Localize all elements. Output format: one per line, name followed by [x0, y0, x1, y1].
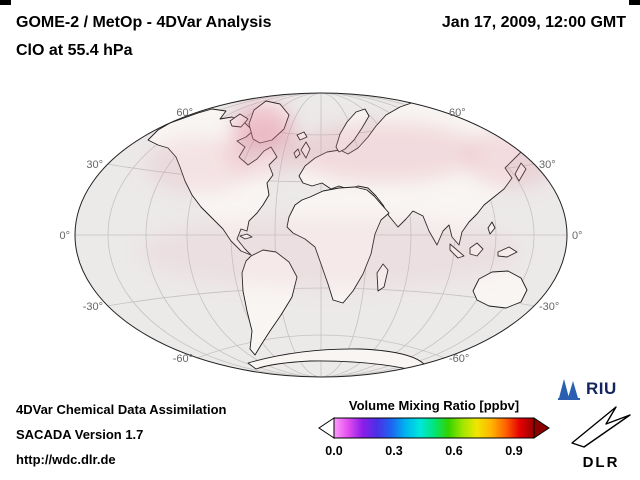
plot-subtitle: ClO at 55.4 hPa — [16, 42, 133, 59]
footer-assimilation-label: 4DVar Chemical Data Assimilation — [16, 402, 227, 417]
colorbar-tick-label: 0.0 — [325, 444, 343, 458]
lat-label-left: -30° — [83, 301, 103, 313]
riu-logo: RIU — [556, 376, 617, 402]
continent-australia — [472, 270, 528, 309]
lat-label-right: 0° — [572, 230, 583, 242]
footer-version-label: SACADA Version 1.7 — [16, 427, 144, 442]
map-outline — [74, 92, 568, 378]
lat-label-left: -60° — [173, 353, 193, 365]
footer-url: http://wdc.dlr.de — [16, 452, 116, 467]
colorbar-tick-row: 0.0 0.3 0.6 0.9 — [318, 444, 550, 460]
colorbar-tick-label: 0.6 — [445, 444, 463, 458]
corner-mark-top-right — [629, 0, 640, 5]
lat-label-left: 0° — [59, 230, 70, 242]
colorbar-title: Volume Mixing Ratio [ppbv] — [348, 398, 520, 413]
colorbar-underflow-arrow — [318, 417, 335, 439]
plot-title: GOME-2 / MetOp - 4DVar Analysis — [16, 14, 272, 31]
lat-label-right: -60° — [449, 353, 469, 365]
lat-label-left: 30° — [86, 159, 103, 171]
plot-datetime: Jan 17, 2009, 12:00 GMT — [441, 14, 626, 31]
lat-label-right: 60° — [449, 107, 466, 119]
colorbar: Volume Mixing Ratio [ppbv] 0.0 0.3 0.6 0… — [318, 398, 550, 464]
clo-field-overlay — [140, 103, 560, 288]
dlr-logo: DLR — [568, 404, 634, 471]
colorbar-overflow-arrow — [533, 417, 550, 439]
dlr-bird-icon — [571, 406, 631, 448]
latitude-labels: 60° 30° 0° -30° -60° 60° 30° 0° -30° -60… — [59, 107, 582, 365]
colorbar-tick-label: 0.3 — [385, 444, 403, 458]
lat-label-left: 60° — [176, 107, 193, 119]
colorbar-tick-label: 0.9 — [505, 444, 523, 458]
dlr-logo-text: DLR — [582, 454, 620, 471]
world-map: 60° 30° 0° -30° -60° 60° 30° 0° -30° -60… — [59, 92, 583, 378]
corner-mark-top-left — [0, 0, 11, 5]
riu-logo-text: RIU — [586, 379, 617, 398]
island-philippines — [487, 221, 496, 235]
colorbar-gradient-bar — [318, 417, 550, 439]
colorbar-gradient-rect — [333, 417, 535, 439]
riu-cathedral-icon — [558, 379, 580, 400]
lat-label-right: 30° — [539, 159, 556, 171]
lat-label-right: -30° — [539, 301, 559, 313]
